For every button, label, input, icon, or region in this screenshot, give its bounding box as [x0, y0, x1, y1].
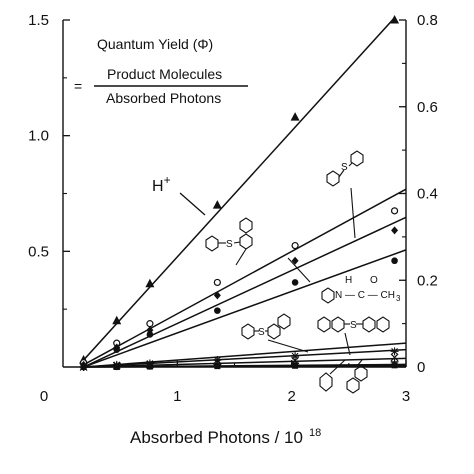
series-line-5	[83, 348, 407, 368]
series-0-point	[212, 200, 222, 209]
x-axis-title: Absorbed Photons / 10	[130, 428, 303, 447]
series-0-point	[390, 15, 400, 24]
structure-icons	[205, 150, 390, 394]
struct-sulfur-4: S	[350, 320, 357, 331]
series-5-point	[390, 353, 399, 362]
series-label-hplus: H+	[152, 173, 171, 195]
series-3-point	[113, 346, 121, 353]
y-left-tick-label: 1.0	[28, 128, 49, 145]
series-line-0	[83, 17, 396, 361]
amide-o-label: O	[370, 275, 378, 286]
series-0-point	[145, 278, 155, 288]
series-4-point	[390, 347, 399, 356]
formula-annotation: Quantum Yield (Φ) = Product Molecules Ab…	[74, 36, 248, 106]
formula-equals: =	[74, 78, 82, 94]
series-line-6	[83, 357, 407, 368]
struct-sulfur-3: S	[258, 327, 265, 338]
series-1-point	[146, 320, 154, 328]
hplus-base: H	[152, 178, 164, 195]
series-2-point	[291, 256, 299, 265]
x-tick-label: 1	[173, 388, 181, 405]
series-line-3	[83, 249, 407, 368]
amide-chain-label: N — C — CH	[335, 290, 395, 301]
formula-numerator: Product Molecules	[107, 66, 222, 82]
series-4-point	[213, 356, 222, 365]
amide-sub-label: 3	[396, 294, 401, 303]
x-axis-exponent: 18	[309, 427, 321, 439]
series-line-1	[83, 188, 407, 366]
series-line-4	[83, 342, 407, 368]
formula-title: Quantum Yield (Φ)	[97, 36, 213, 52]
hplus-pointer	[179, 192, 206, 216]
y-left-tick-label: 0.5	[28, 243, 49, 260]
axes-layer: 0 1 2 3 0.5 1.0 1.5 0 0.2 0.4 0.6 0.8	[28, 12, 438, 405]
formula-denominator: Absorbed Photons	[106, 90, 221, 106]
series-2-point	[213, 291, 221, 300]
x-tick-label: 3	[402, 388, 410, 405]
series-3-point	[214, 307, 221, 314]
struct-sulfur-1: S	[341, 162, 348, 173]
hplus-superscript: +	[164, 173, 171, 187]
benzene-icon	[319, 359, 346, 392]
series-line-2	[83, 216, 407, 368]
series-4-point	[291, 352, 300, 361]
series-0-point	[290, 112, 300, 121]
y-right-tick-label: 0.6	[417, 99, 438, 116]
series-1-point	[390, 207, 399, 215]
series-3-point	[391, 257, 398, 265]
y-right-tick-label: 0.4	[417, 186, 438, 203]
biphenyl-icon	[346, 359, 368, 394]
struct-sulfur-2: S	[226, 239, 233, 250]
x-tick-label: 2	[287, 388, 295, 405]
diphenyl-sulfide-icon	[326, 150, 364, 239]
phenylthio-biphenyl-icon	[241, 313, 309, 353]
y-right-tick-label: 0	[417, 359, 425, 376]
amide-icon	[287, 257, 335, 304]
bis-biphenyl-sulfide-icon	[317, 316, 390, 356]
series-3-point	[291, 279, 299, 286]
series-2-point	[391, 226, 399, 235]
terphenyl-sulfide-icon	[205, 217, 253, 266]
series-1-point	[213, 278, 221, 287]
y-right-tick-label: 0.2	[417, 272, 438, 289]
x-tick-label: 0	[40, 388, 48, 405]
amide-h-label: H	[345, 275, 352, 286]
series-3-point	[146, 331, 154, 338]
series-1-point	[291, 241, 299, 250]
series-0-point	[112, 315, 122, 325]
y-right-tick-label: 0.8	[417, 12, 438, 29]
y-left-tick-label: 1.5	[28, 12, 49, 29]
